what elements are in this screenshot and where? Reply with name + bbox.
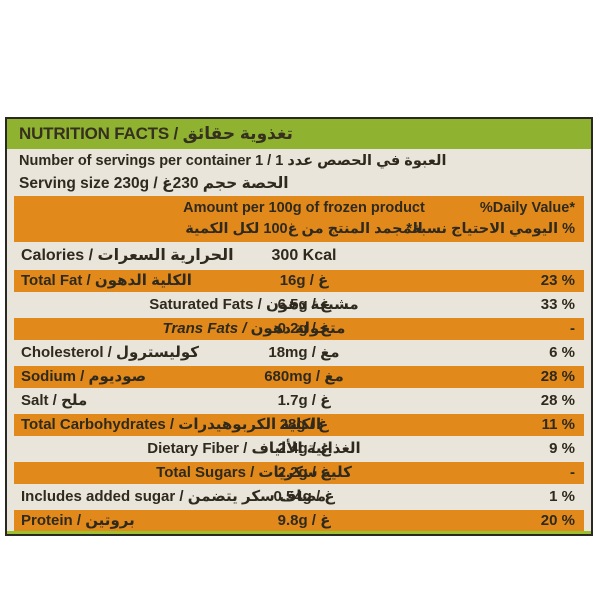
daily-value: 23 % (540, 272, 575, 289)
nutrient-name-ar: دهون‎ مشبعة (265, 296, 359, 313)
nutrient-name-en: Salt / (21, 392, 62, 409)
nutrient-name: Dietary Fiber / الألياف‎ الغذائية (69, 438, 439, 460)
nutrient-name-ar: صوديوم (88, 368, 147, 385)
servings-per-container: Number of servings per container 1 / 1 ع… (19, 153, 447, 169)
label-bottom-edge (7, 531, 591, 534)
table-row-includes-added-sugar: Includes added sugar / يتضمن‎ سكر‎ مضاف … (14, 486, 584, 508)
nutrient-name-ar: الكربوهيدرات‎ الكلية (178, 416, 322, 433)
nutrient-name: Sodium / صوديوم (14, 366, 584, 388)
table-row-protein: Protein / بروتين 9.8g / غ 20 % (14, 510, 584, 532)
daily-value: 9 % (549, 440, 575, 457)
amount-column-header: Amount per 100g of frozen product الكمية… (134, 198, 474, 240)
amount-value: 300 Kcal (271, 247, 337, 264)
amount-header-en: Amount per 100g of frozen product (183, 200, 425, 216)
amount-value: 28g / غ (279, 416, 329, 433)
nutrient-name-ar: دهون‎ متحولة (250, 320, 346, 337)
nutrient-name-en: Total Fat / (21, 272, 95, 289)
nutrient-name-en: Cholesterol / (21, 344, 117, 361)
daily-value: 28 % (540, 368, 575, 385)
nutrient-name-ar: يتضمن‎ سكر‎ مضاف (187, 488, 327, 505)
nutrient-name: Protein / بروتين (14, 510, 584, 532)
table-row-total-carbohydrates: Total Carbohydrates / الكربوهيدرات‎ الكل… (14, 414, 584, 436)
nutrient-name-ar: الدهون‎ الكلية (94, 272, 192, 289)
nutrient-name-en: Total Sugars / (156, 464, 259, 481)
amount-value: 680mg / مغ (264, 368, 344, 385)
label-title: NUTRITION FACTS / حقائق‎ تغذوية (19, 124, 293, 143)
nutrient-name-en: Saturated Fats / (149, 296, 266, 313)
nutrient-name-en: Trans Fats / (162, 320, 251, 337)
table-row-sodium: Sodium / صوديوم 680mg / مغ 28 % (14, 366, 584, 388)
table-row-calories: Calories / السعرات‎ الحرارية 300 Kcal (14, 244, 584, 268)
nutrient-name-ar: السعرات‎ الحرارية (97, 247, 234, 264)
amount-value: 16g / غ (279, 272, 329, 289)
table-row-dietary-fiber: Dietary Fiber / الألياف‎ الغذائية 2.4g /… (14, 438, 584, 460)
nutrition-facts-label: NUTRITION FACTS / حقائق‎ تغذوية Number o… (5, 117, 593, 536)
table-column-header: Amount per 100g of frozen product الكمية… (14, 196, 584, 242)
nutrient-name: Salt / ملح (14, 390, 584, 412)
nutrient-name-ar: الألياف‎ الغذائية (251, 440, 361, 457)
nutrient-name-ar: سكريات‎ كلية (258, 464, 352, 481)
nutrient-name-ar: كوليسترول (116, 344, 199, 361)
nutrient-name-en: Calories / (21, 247, 98, 264)
daily-value: 1 % (549, 488, 575, 505)
amount-value: 0.2g / غ (277, 320, 331, 337)
nutrient-name-en: Protein / (21, 512, 86, 529)
amount-value: 6.5g / غ (277, 296, 331, 313)
table-row-cholesterol: Cholesterol / كوليسترول 18mg / مغ 6 % (14, 342, 584, 364)
serving-size: Serving size 230g / غ‎230 حجم‎ الحصة (19, 175, 289, 192)
daily-value: 20 % (540, 512, 575, 529)
amount-value: 1.7g / غ (277, 392, 331, 409)
daily-value: 6 % (549, 344, 575, 361)
daily-value: 11 % (541, 416, 575, 433)
daily-value-column-header: %Daily Value* *نسبة‎ الاحتياج‎ اليومي‎ % (406, 198, 575, 240)
label-title-bar: NUTRITION FACTS / حقائق‎ تغذوية (7, 119, 591, 149)
amount-value: 18mg / مغ (268, 344, 340, 361)
nutrient-name: Saturated Fats / دهون‎ مشبعة (69, 294, 439, 316)
nutrient-name-en: Sodium / (21, 368, 89, 385)
amount-value: 9.8g / غ (277, 512, 331, 529)
nutrient-table: Calories / السعرات‎ الحرارية 300 Kcal To… (7, 244, 591, 532)
nutrient-name: Calories / السعرات‎ الحرارية (14, 244, 584, 268)
daily-value: 28 % (540, 392, 575, 409)
nutrient-name: Total Sugars / سكريات‎ كلية (69, 462, 439, 484)
amount-header-ar: الكمية‎ لكل‎ 100غ‎ من‎ المنتج‎ المجمد (185, 221, 423, 237)
nutrient-name: Total Carbohydrates / الكربوهيدرات‎ الكل… (14, 414, 584, 436)
table-row-saturated-fats: Saturated Fats / دهون‎ مشبعة 6.5g / غ 33… (14, 294, 584, 316)
daily-value: 33 % (540, 296, 575, 313)
nutrient-name-en: Dietary Fiber / (147, 440, 252, 457)
nutrient-name-en: Total Carbohydrates / (21, 416, 179, 433)
daily-value: - (570, 320, 575, 337)
nutrient-name-ar: ملح (61, 392, 88, 409)
table-row-trans-fats: Trans Fats / دهون‎ متحولة 0.2g / غ - (14, 318, 584, 340)
amount-value: 2.2g / غ (277, 464, 331, 481)
nutrient-name-en: Includes added sugar / (21, 488, 188, 505)
table-row-total-fat: Total Fat / الدهون‎ الكلية 16g / غ 23 % (14, 270, 584, 292)
nutrient-name-ar: بروتين (85, 512, 135, 529)
serving-info: Number of servings per container 1 / 1 ع… (7, 149, 591, 195)
amount-value: 2.4g / غ (277, 440, 331, 457)
daily-value: - (570, 464, 575, 481)
nutrient-name: Includes added sugar / يتضمن‎ سكر‎ مضاف (14, 486, 584, 508)
amount-value: 0.54g / غ (273, 488, 335, 505)
nutrient-name: Cholesterol / كوليسترول (14, 342, 584, 364)
nutrient-name: Trans Fats / دهون‎ متحولة (69, 318, 439, 340)
table-row-total-sugars: Total Sugars / سكريات‎ كلية 2.2g / غ - (14, 462, 584, 484)
dv-header-en: %Daily Value* (479, 200, 575, 216)
table-row-salt: Salt / ملح 1.7g / غ 28 % (14, 390, 584, 412)
nutrient-name: Total Fat / الدهون‎ الكلية (14, 270, 584, 292)
dv-header-ar: *نسبة‎ الاحتياج‎ اليومي‎ % (406, 221, 575, 237)
